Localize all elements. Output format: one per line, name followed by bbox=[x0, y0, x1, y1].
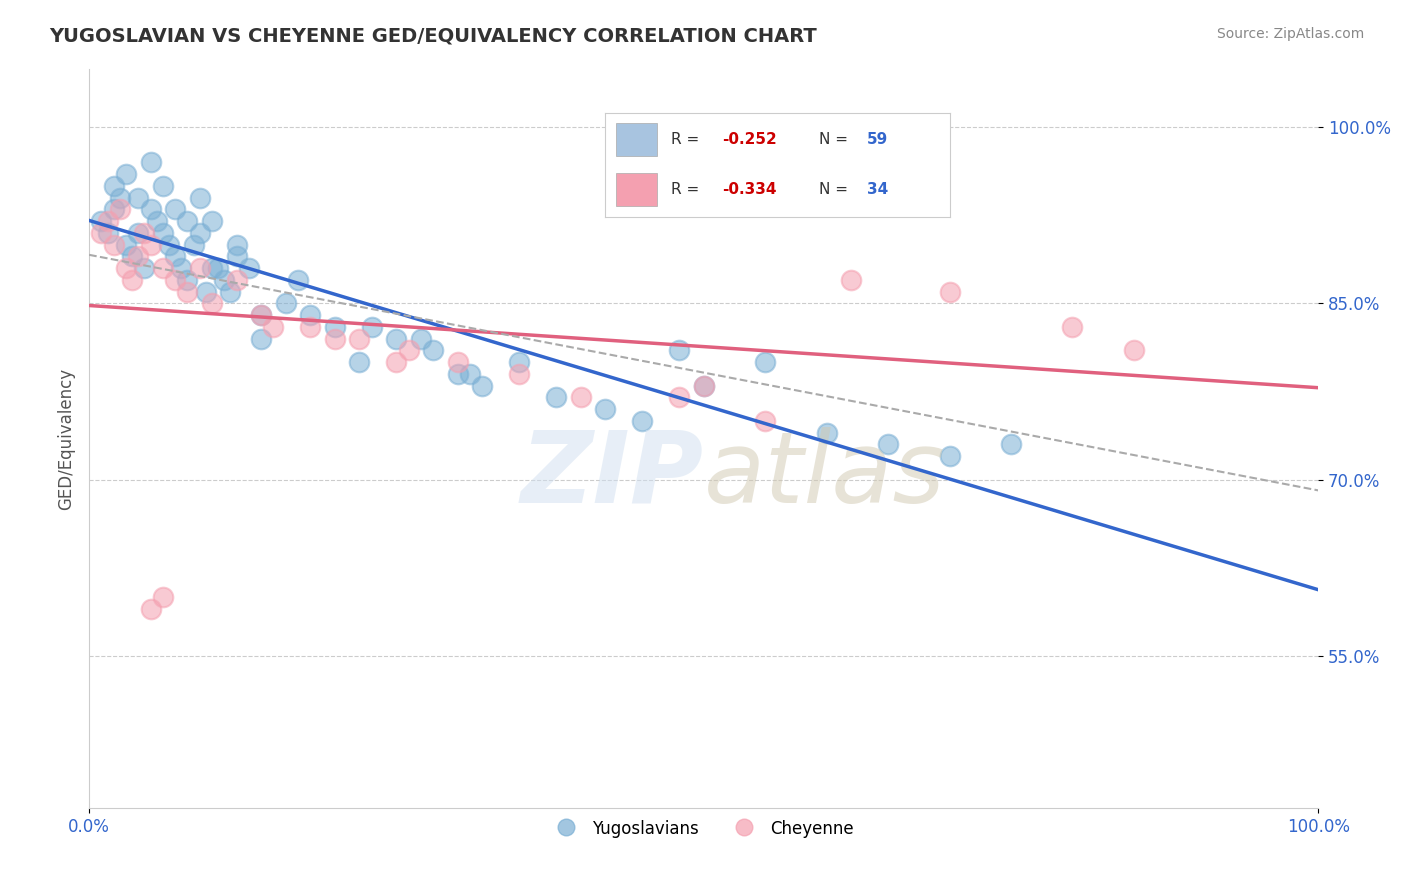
Point bbox=[668, 343, 690, 358]
Point bbox=[385, 332, 408, 346]
Text: YUGOSLAVIAN VS CHEYENNE GED/EQUIVALENCY CORRELATION CHART: YUGOSLAVIAN VS CHEYENNE GED/EQUIVALENCY … bbox=[49, 27, 817, 45]
Point bbox=[1122, 343, 1144, 358]
Point bbox=[225, 273, 247, 287]
Point bbox=[546, 390, 568, 404]
Point bbox=[692, 378, 714, 392]
Point bbox=[508, 355, 530, 369]
Point bbox=[139, 601, 162, 615]
Point bbox=[692, 378, 714, 392]
Point bbox=[409, 332, 432, 346]
Point bbox=[595, 402, 617, 417]
Point bbox=[219, 285, 242, 299]
Point bbox=[121, 273, 143, 287]
Point bbox=[754, 355, 776, 369]
Point bbox=[176, 285, 198, 299]
Point bbox=[127, 226, 149, 240]
Point bbox=[274, 296, 297, 310]
Point bbox=[145, 214, 167, 228]
Y-axis label: GED/Equivalency: GED/Equivalency bbox=[58, 368, 75, 509]
Point bbox=[165, 249, 187, 263]
Point bbox=[754, 414, 776, 428]
Text: atlas: atlas bbox=[703, 427, 945, 524]
Point bbox=[121, 249, 143, 263]
Point bbox=[103, 237, 125, 252]
Point bbox=[349, 355, 371, 369]
Point bbox=[471, 378, 494, 392]
Point bbox=[194, 285, 217, 299]
Text: ZIP: ZIP bbox=[520, 427, 703, 524]
Point bbox=[422, 343, 444, 358]
Point bbox=[250, 332, 273, 346]
Point bbox=[152, 178, 174, 193]
Point bbox=[176, 273, 198, 287]
Point bbox=[188, 191, 211, 205]
Point bbox=[96, 226, 118, 240]
Point bbox=[938, 285, 960, 299]
Point bbox=[360, 319, 382, 334]
Point bbox=[299, 308, 322, 322]
Point bbox=[631, 414, 654, 428]
Point bbox=[108, 202, 131, 217]
Point bbox=[508, 367, 530, 381]
Point bbox=[1062, 319, 1084, 334]
Point bbox=[90, 214, 112, 228]
Point bbox=[96, 214, 118, 228]
Point bbox=[176, 214, 198, 228]
Point bbox=[201, 214, 224, 228]
Point bbox=[134, 261, 156, 276]
Point bbox=[938, 449, 960, 463]
Point bbox=[152, 226, 174, 240]
Point bbox=[225, 237, 247, 252]
Point bbox=[877, 437, 900, 451]
Point bbox=[323, 319, 346, 334]
Point bbox=[165, 202, 187, 217]
Point bbox=[323, 332, 346, 346]
Point bbox=[569, 390, 592, 404]
Point bbox=[152, 261, 174, 276]
Point bbox=[103, 178, 125, 193]
Point bbox=[207, 261, 229, 276]
Point bbox=[103, 202, 125, 217]
Point bbox=[183, 237, 205, 252]
Point bbox=[90, 226, 112, 240]
Point bbox=[214, 273, 236, 287]
Point bbox=[115, 167, 138, 181]
Point bbox=[225, 249, 247, 263]
Point bbox=[139, 237, 162, 252]
Text: Source: ZipAtlas.com: Source: ZipAtlas.com bbox=[1216, 27, 1364, 41]
Point bbox=[115, 237, 138, 252]
Point bbox=[188, 226, 211, 240]
Point bbox=[152, 590, 174, 604]
Point bbox=[201, 296, 224, 310]
Point bbox=[170, 261, 193, 276]
Point bbox=[188, 261, 211, 276]
Point bbox=[287, 273, 309, 287]
Point bbox=[127, 249, 149, 263]
Point bbox=[127, 191, 149, 205]
Point bbox=[262, 319, 284, 334]
Point bbox=[839, 273, 862, 287]
Point bbox=[201, 261, 224, 276]
Point bbox=[385, 355, 408, 369]
Point bbox=[139, 155, 162, 169]
Point bbox=[1000, 437, 1022, 451]
Point bbox=[447, 367, 470, 381]
Point bbox=[238, 261, 260, 276]
Point bbox=[668, 390, 690, 404]
Point bbox=[134, 226, 156, 240]
Point bbox=[458, 367, 481, 381]
Point bbox=[299, 319, 322, 334]
Point bbox=[250, 308, 273, 322]
Point bbox=[139, 202, 162, 217]
Point bbox=[447, 355, 470, 369]
Legend: Yugoslavians, Cheyenne: Yugoslavians, Cheyenne bbox=[547, 814, 860, 845]
Point bbox=[815, 425, 838, 440]
Point bbox=[115, 261, 138, 276]
Point bbox=[349, 332, 371, 346]
Point bbox=[157, 237, 180, 252]
Point bbox=[250, 308, 273, 322]
Point bbox=[108, 191, 131, 205]
Point bbox=[165, 273, 187, 287]
Point bbox=[398, 343, 420, 358]
